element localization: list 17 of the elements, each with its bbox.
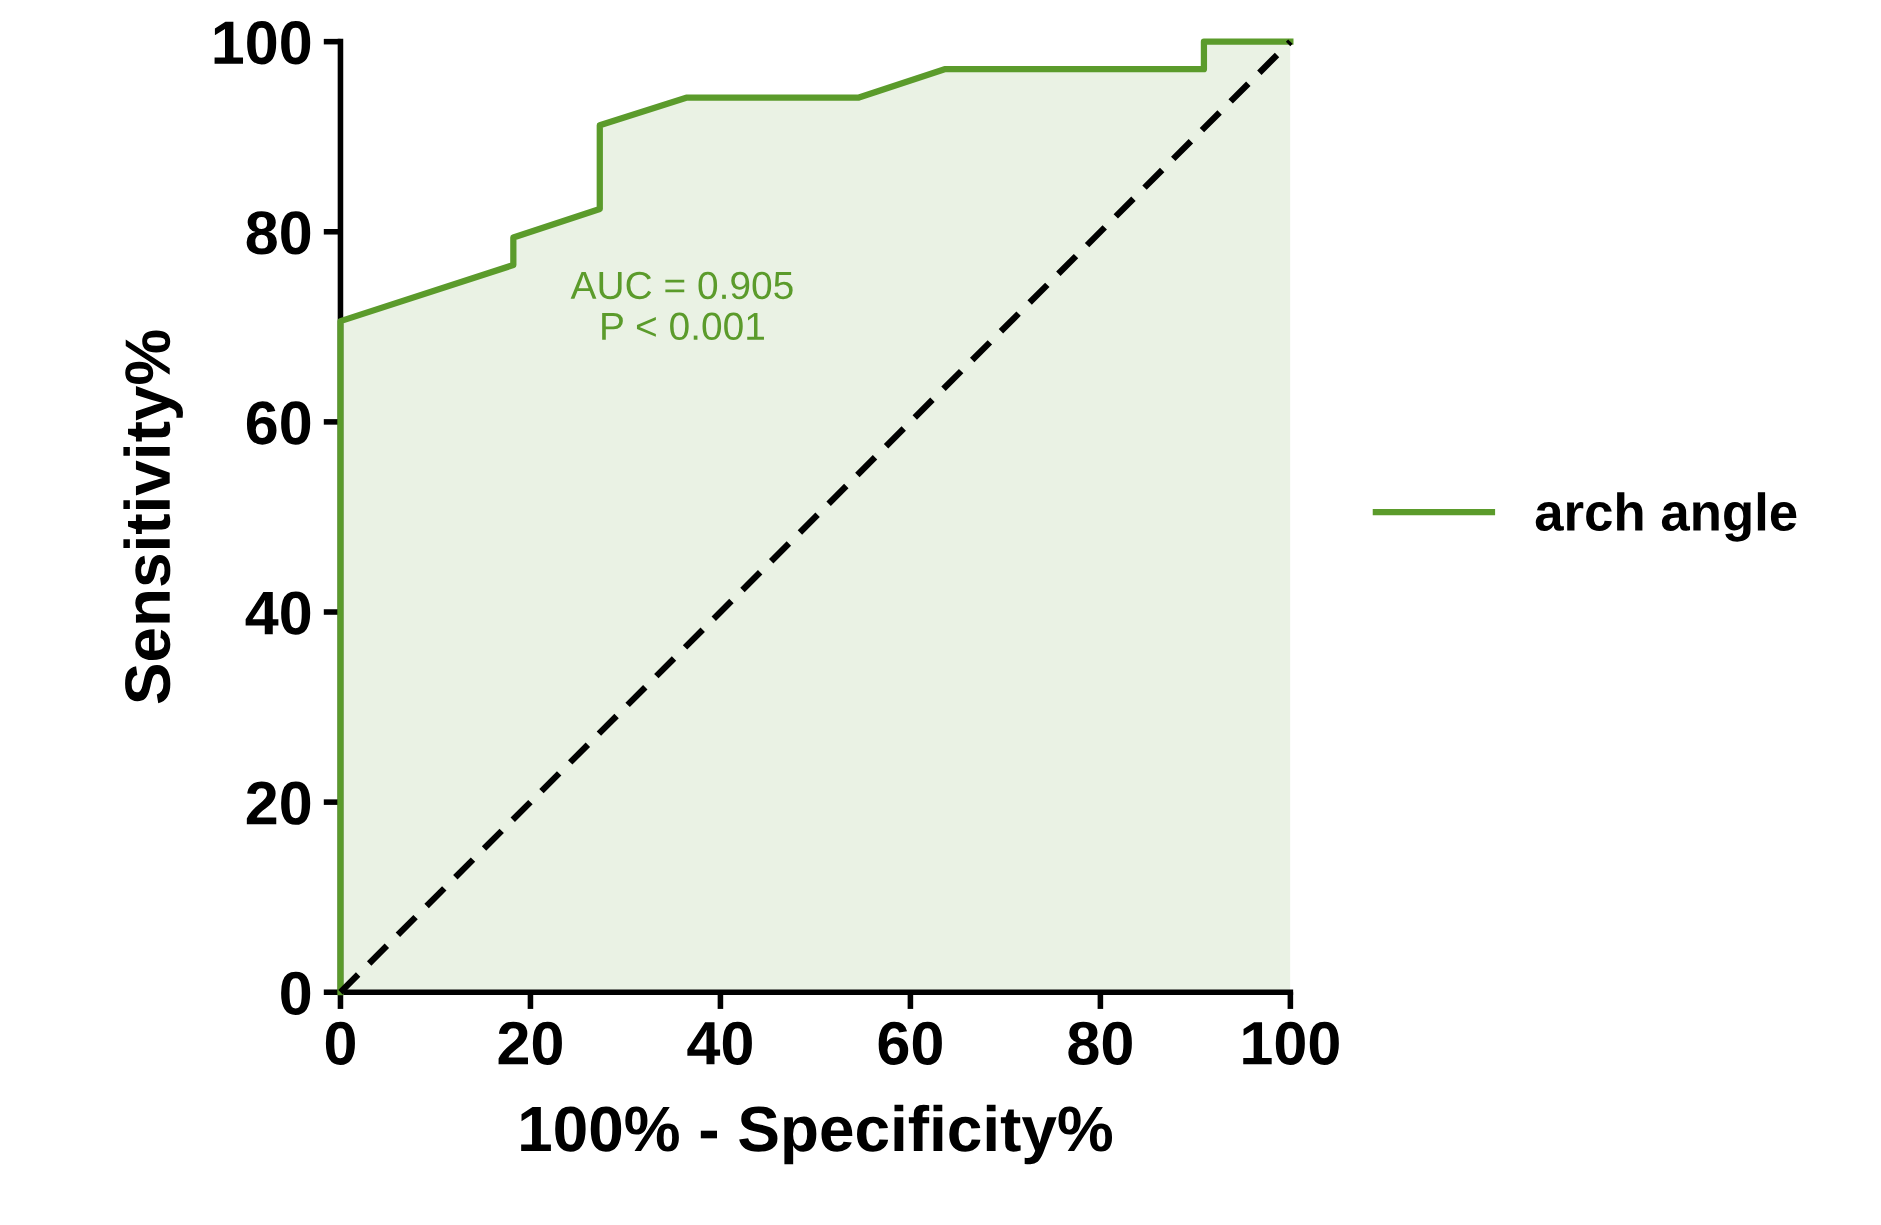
x-tick-label: 40	[687, 1021, 752, 1065]
x-axis-title: 100% - Specificity%	[521, 1104, 1113, 1165]
annotation: P < 0.001	[602, 312, 764, 341]
y-tick-label: 20	[246, 781, 311, 825]
x-tick-label: 20	[498, 1021, 562, 1065]
y-tick-label: 60	[246, 401, 311, 445]
y-tick-label: 0	[281, 971, 311, 1015]
y-tick-label: 100	[214, 21, 311, 65]
y-tick-label: 40	[245, 591, 311, 635]
legend-label: arch angle	[1535, 492, 1797, 542]
y-axis-title: Sensitivity%	[123, 330, 183, 704]
annotation: AUC = 0.905	[570, 271, 793, 300]
x-tick-label: 60	[878, 1021, 942, 1065]
x-tick-label: 80	[1068, 1021, 1132, 1065]
y-tick-label: 80	[246, 211, 311, 255]
x-tick-label: 100	[1243, 1021, 1339, 1065]
x-tick-label: 0	[325, 1021, 355, 1065]
